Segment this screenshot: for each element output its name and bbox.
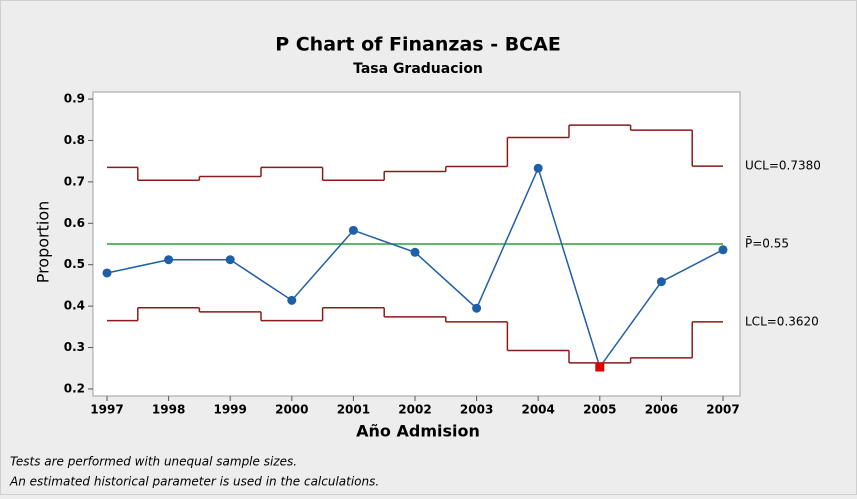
x-axis-label: Año Admision xyxy=(356,422,480,441)
data-point xyxy=(533,163,543,173)
data-point xyxy=(656,277,666,287)
x-tick-label: 2004 xyxy=(521,403,554,417)
data-point xyxy=(225,255,235,265)
y-tick-label: 0.5 xyxy=(64,257,85,271)
data-point xyxy=(287,295,297,305)
x-tick-label: 2006 xyxy=(645,403,678,417)
x-tick-label: 1999 xyxy=(213,403,246,417)
limit-label: P̄=0.55 xyxy=(745,236,789,250)
x-tick-label: 2000 xyxy=(275,403,308,417)
x-tick-label: 2001 xyxy=(337,403,370,417)
x-tick-label: 2005 xyxy=(583,403,616,417)
y-tick-label: 0.2 xyxy=(64,381,85,395)
x-tick-label: 2003 xyxy=(460,403,493,417)
y-tick-label: 0.9 xyxy=(64,92,85,106)
chart-subtitle: Tasa Graduacion xyxy=(353,61,483,77)
y-tick-label: 0.3 xyxy=(64,340,85,354)
chart-title: P Chart of Finanzas - BCAE xyxy=(275,34,561,56)
limit-label: UCL=0.7380 xyxy=(745,159,821,173)
x-tick-label: 2002 xyxy=(398,403,431,417)
data-point xyxy=(348,225,358,235)
footnote: Tests are performed with unequal sample … xyxy=(10,455,297,469)
data-point xyxy=(102,268,112,278)
data-point xyxy=(472,303,482,313)
y-tick-label: 0.7 xyxy=(64,174,85,188)
x-tick-label: 1998 xyxy=(152,403,185,417)
data-point xyxy=(164,255,174,265)
y-tick-label: 0.6 xyxy=(64,216,85,230)
flagged-point xyxy=(595,362,605,372)
x-tick-label: 2007 xyxy=(706,403,739,417)
y-axis-label: Proportion xyxy=(34,201,53,284)
data-point xyxy=(410,247,420,257)
y-tick-label: 0.4 xyxy=(64,299,85,313)
data-point xyxy=(718,245,728,255)
x-tick-label: 1997 xyxy=(90,403,123,417)
limit-label: LCL=0.3620 xyxy=(745,314,819,328)
footnote: An estimated historical parameter is use… xyxy=(9,475,379,489)
y-tick-label: 0.8 xyxy=(64,133,85,147)
